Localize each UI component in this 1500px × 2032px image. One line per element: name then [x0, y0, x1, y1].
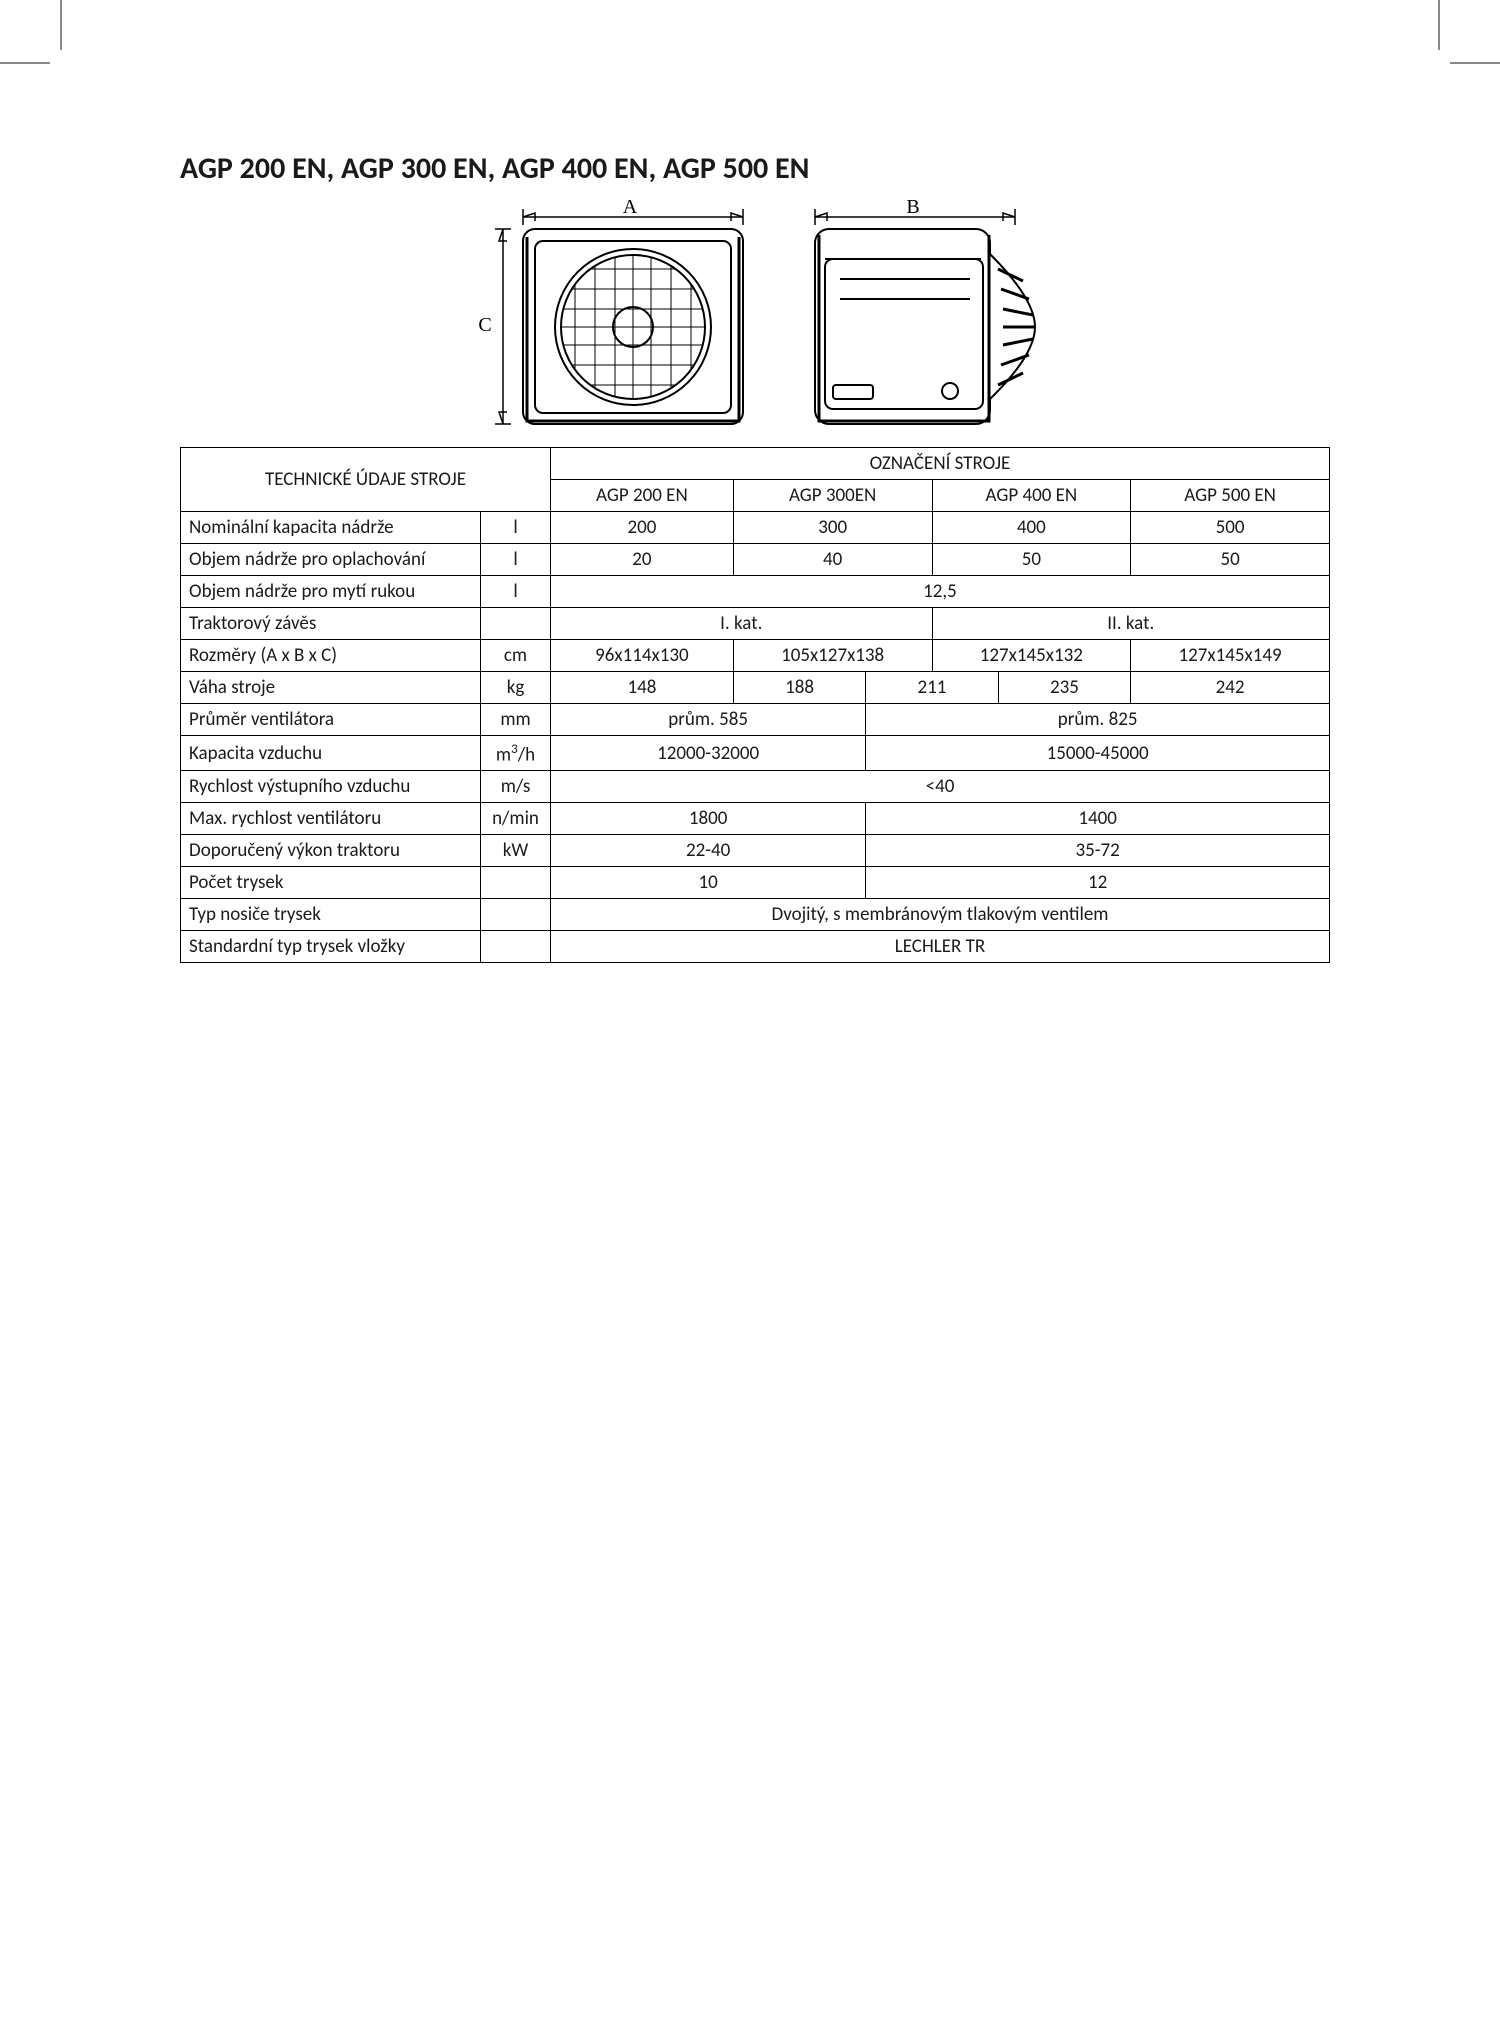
- unit-label: [481, 608, 551, 640]
- param-label: Standardní typ trysek vložky: [181, 931, 481, 963]
- table-row: Typ nosiče trysek Dvojitý, s membránovým…: [181, 899, 1330, 931]
- cell: 148: [551, 672, 734, 704]
- unit-label: m3/h: [481, 736, 551, 771]
- cell: 12: [866, 867, 1330, 899]
- unit-label: l: [481, 576, 551, 608]
- cell: Dvojitý, s membránovým tlakovým ventilem: [551, 899, 1330, 931]
- param-label: Typ nosiče trysek: [181, 899, 481, 931]
- param-label: Rychlost výstupního vzduchu: [181, 771, 481, 803]
- param-label: Doporučený výkon traktoru: [181, 835, 481, 867]
- dim-label-c: C: [478, 314, 491, 336]
- table-row: Traktorový závěs I. kat. II. kat.: [181, 608, 1330, 640]
- cell: II. kat.: [932, 608, 1330, 640]
- table-row: Objem nádrže pro oplachování l 20 40 50 …: [181, 544, 1330, 576]
- product-diagram: A B C: [180, 199, 1330, 439]
- header-left: TECHNICKÉ ÚDAJE STROJE: [181, 448, 551, 512]
- cell: 400: [932, 512, 1131, 544]
- unit-label: l: [481, 512, 551, 544]
- table-row: Standardní typ trysek vložky LECHLER TR: [181, 931, 1330, 963]
- unit-label: kg: [481, 672, 551, 704]
- param-label: Rozměry (A x B x C): [181, 640, 481, 672]
- cell: 188: [733, 672, 865, 704]
- cell: 200: [551, 512, 734, 544]
- model-1: AGP 300EN: [733, 480, 932, 512]
- cell: LECHLER TR: [551, 931, 1330, 963]
- cell: 300: [733, 512, 932, 544]
- table-row: Max. rychlost ventilátoru n/min 1800 140…: [181, 803, 1330, 835]
- table-row: Rozměry (A x B x C) cm 96x114x130 105x12…: [181, 640, 1330, 672]
- model-3: AGP 500 EN: [1131, 480, 1330, 512]
- unit-label: m/s: [481, 771, 551, 803]
- param-label: Nominální kapacita nádrže: [181, 512, 481, 544]
- dim-label-b: B: [906, 199, 919, 218]
- unit-label: [481, 867, 551, 899]
- cell: 22-40: [551, 835, 866, 867]
- unit-label: [481, 931, 551, 963]
- table-row: Kapacita vzduchu m3/h 12000-32000 15000-…: [181, 736, 1330, 771]
- cell: 50: [932, 544, 1131, 576]
- dim-label-a: A: [623, 199, 638, 218]
- table-row: Váha stroje kg 148 188 211 235 242: [181, 672, 1330, 704]
- cell: 12000-32000: [551, 736, 866, 771]
- param-label: Průměr ventilátora: [181, 704, 481, 736]
- table-row: Počet trysek 10 12: [181, 867, 1330, 899]
- param-label: Kapacita vzduchu: [181, 736, 481, 771]
- cell: 40: [733, 544, 932, 576]
- cell: 10: [551, 867, 866, 899]
- cell: 105x127x138: [733, 640, 932, 672]
- cell: 500: [1131, 512, 1330, 544]
- cell: 20: [551, 544, 734, 576]
- cell: 235: [998, 672, 1130, 704]
- cell: I. kat.: [551, 608, 933, 640]
- param-label: Váha stroje: [181, 672, 481, 704]
- cell: 96x114x130: [551, 640, 734, 672]
- cell: 211: [866, 672, 998, 704]
- unit-label: cm: [481, 640, 551, 672]
- spec-table: TECHNICKÉ ÚDAJE STROJE OZNAČENÍ STROJE A…: [180, 447, 1330, 963]
- model-0: AGP 200 EN: [551, 480, 734, 512]
- unit-label: l: [481, 544, 551, 576]
- table-row: Rychlost výstupního vzduchu m/s <40: [181, 771, 1330, 803]
- cell: 50: [1131, 544, 1330, 576]
- model-2: AGP 400 EN: [932, 480, 1131, 512]
- param-label: Max. rychlost ventilátoru: [181, 803, 481, 835]
- param-label: Počet trysek: [181, 867, 481, 899]
- cell: 242: [1131, 672, 1330, 704]
- param-label: Objem nádrže pro oplachování: [181, 544, 481, 576]
- cell: prům. 825: [866, 704, 1330, 736]
- cell: 1800: [551, 803, 866, 835]
- cell: 127x145x132: [932, 640, 1131, 672]
- page-title: AGP 200 EN, AGP 300 EN, AGP 400 EN, AGP …: [180, 150, 1330, 187]
- cell: 15000-45000: [866, 736, 1330, 771]
- cell: 1400: [866, 803, 1330, 835]
- unit-label: [481, 899, 551, 931]
- cell: 35-72: [866, 835, 1330, 867]
- header-top: OZNAČENÍ STROJE: [551, 448, 1330, 480]
- unit-label: n/min: [481, 803, 551, 835]
- param-label: Traktorový závěs: [181, 608, 481, 640]
- cell: prům. 585: [551, 704, 866, 736]
- table-row: Průměr ventilátora mm prům. 585 prům. 82…: [181, 704, 1330, 736]
- unit-label: mm: [481, 704, 551, 736]
- table-row: Objem nádrže pro mytí rukou l 12,5: [181, 576, 1330, 608]
- cell: 12,5: [551, 576, 1330, 608]
- cell: <40: [551, 771, 1330, 803]
- unit-label: kW: [481, 835, 551, 867]
- param-label: Objem nádrže pro mytí rukou: [181, 576, 481, 608]
- cell: 127x145x149: [1131, 640, 1330, 672]
- table-row: Nominální kapacita nádrže l 200 300 400 …: [181, 512, 1330, 544]
- table-row: Doporučený výkon traktoru kW 22-40 35-72: [181, 835, 1330, 867]
